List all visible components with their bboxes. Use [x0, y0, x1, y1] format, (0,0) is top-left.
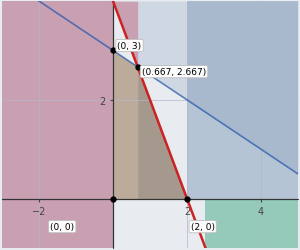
Text: (0.667, 2.667): (0.667, 2.667)	[142, 68, 206, 77]
Text: (0, 3): (0, 3)	[118, 42, 142, 51]
Text: (2, 0): (2, 0)	[191, 222, 215, 231]
Text: (0, 0): (0, 0)	[50, 222, 74, 231]
